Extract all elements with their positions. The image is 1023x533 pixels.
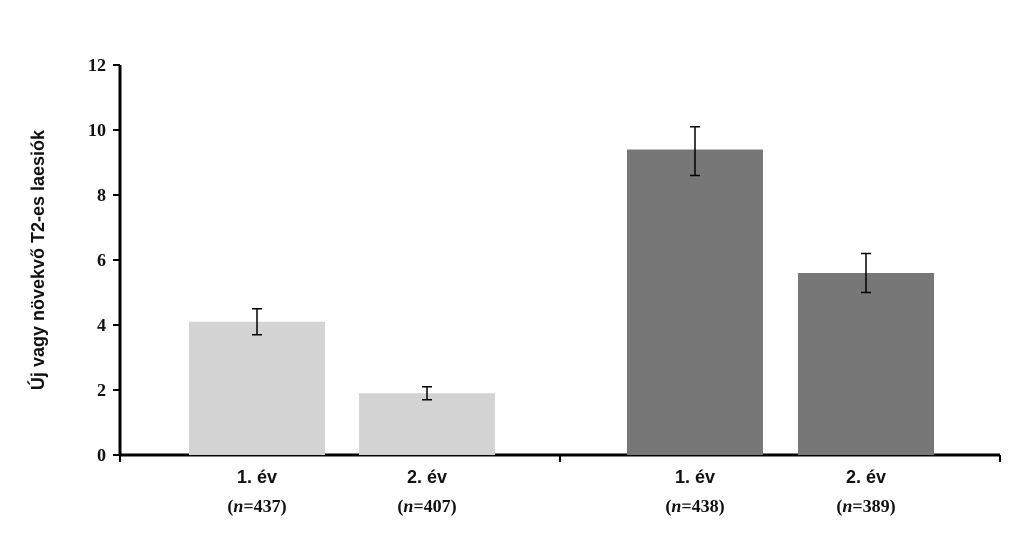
bars xyxy=(189,126,934,455)
category-label: 1. év xyxy=(675,467,715,487)
y-tick-label: 4 xyxy=(97,315,106,335)
y-tick-label: 8 xyxy=(97,185,106,205)
category-label: 2. év xyxy=(846,467,886,487)
bar xyxy=(359,393,495,455)
y-tick-label: 6 xyxy=(97,250,106,270)
bar xyxy=(627,149,763,455)
x-axis xyxy=(119,453,1001,462)
y-axis: 0 2 4 6 8 10 12 xyxy=(88,55,122,465)
sample-size-label: (n=407) xyxy=(397,496,456,517)
bar xyxy=(798,273,934,455)
sample-size-label: (n=438) xyxy=(665,496,724,517)
y-tick-label: 2 xyxy=(97,380,106,400)
category-label: 2. év xyxy=(407,467,447,487)
bar xyxy=(189,321,325,455)
category-label: 1. év xyxy=(237,467,277,487)
y-tick-label: 12 xyxy=(88,55,106,75)
y-axis-label: Új vagy növekvő T2-es laesiók xyxy=(27,129,48,390)
sample-size-label: (n=437) xyxy=(227,496,286,517)
sample-size-label: (n=389) xyxy=(836,496,895,517)
y-tick-label: 0 xyxy=(97,445,106,465)
category-labels: 1. év (n=437) 2. év (n=407) 1. év (n=438) 2. é… xyxy=(227,467,895,517)
y-tick-label: 10 xyxy=(88,120,106,140)
